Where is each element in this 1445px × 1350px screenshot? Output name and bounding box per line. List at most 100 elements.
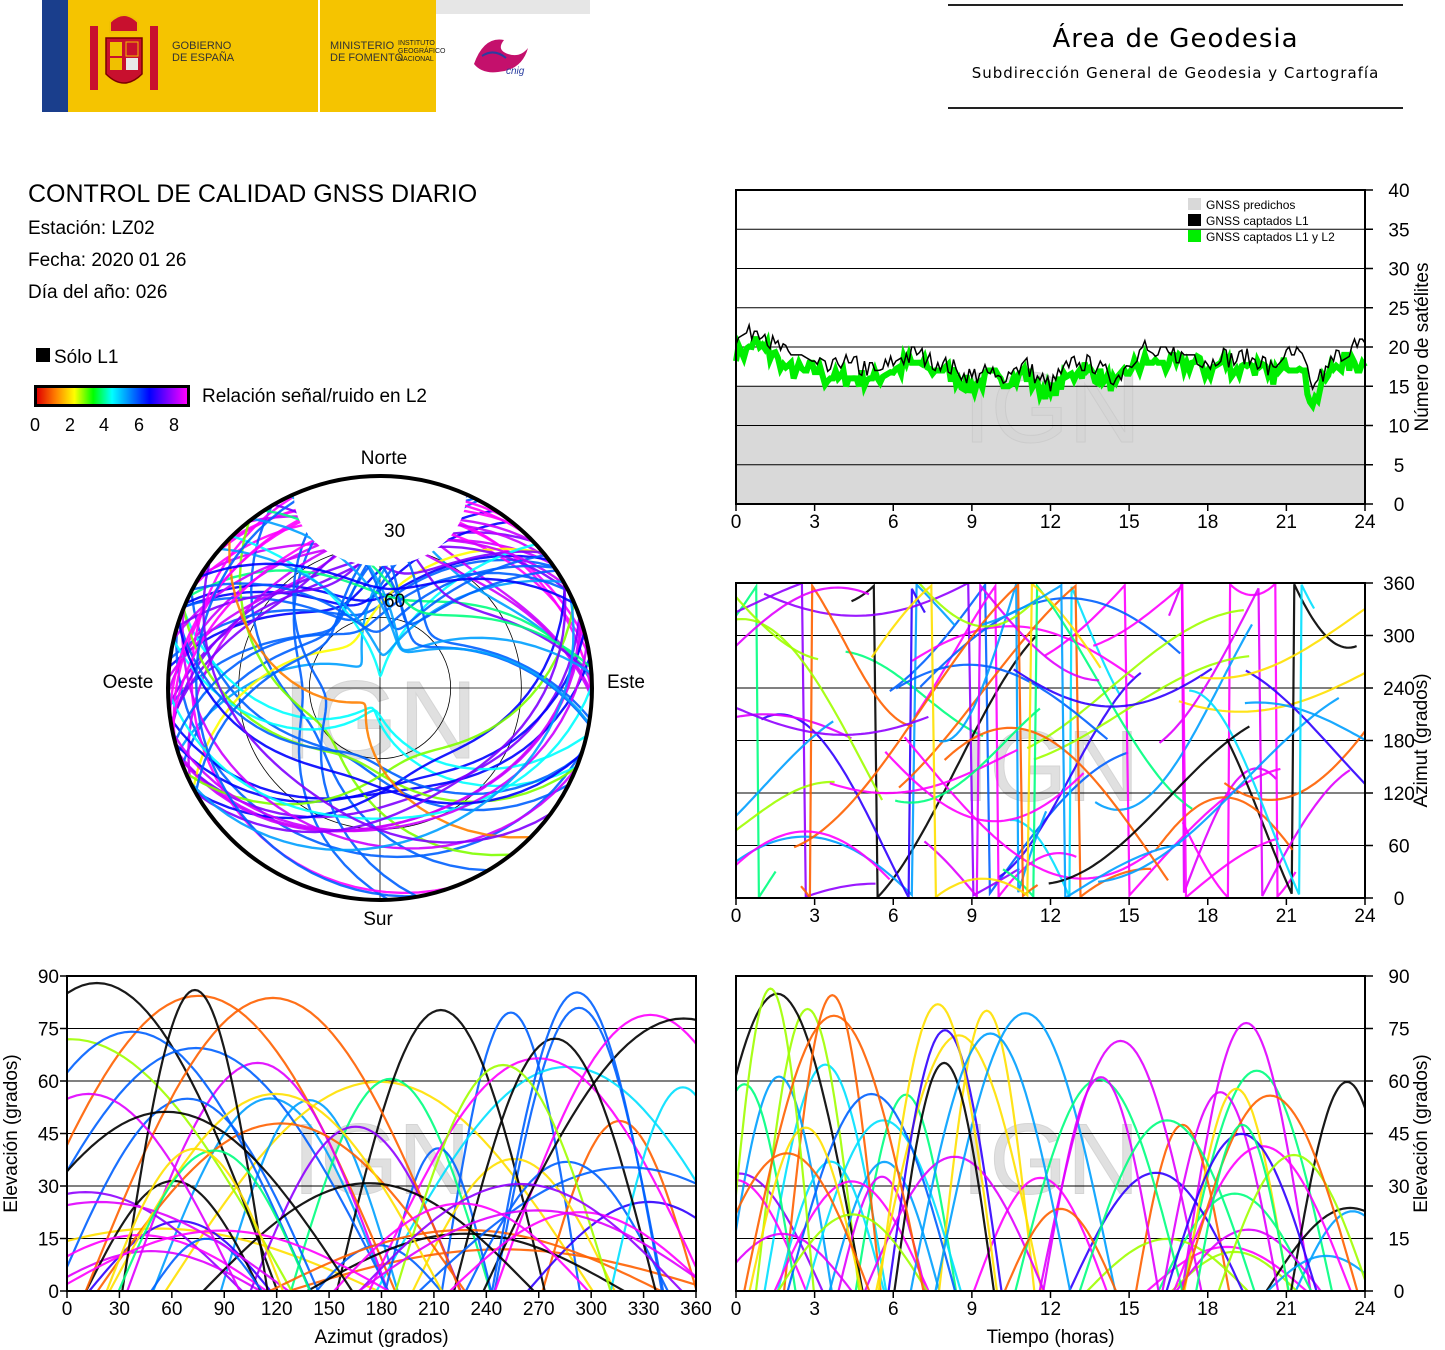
- satellite-track: [875, 1034, 1043, 1291]
- satellite-track: [152, 1097, 388, 1291]
- coat-of-arms-icon: [90, 14, 158, 90]
- ministerio-text: MINISTERIO DE FOMENTO: [330, 40, 404, 64]
- date-label: Fecha: 2020 01 26: [28, 250, 187, 271]
- y-tick-label: 60: [38, 1072, 59, 1093]
- x-tick-label: 330: [628, 1299, 660, 1320]
- x-tick-label: 270: [523, 1299, 555, 1320]
- satellite-track: [804, 1119, 962, 1291]
- satellite-track: [126, 1061, 389, 1291]
- legend-swatch: [1188, 214, 1201, 226]
- satellite-track: [1094, 623, 1253, 811]
- x-tick-label: 0: [731, 512, 742, 533]
- x-tick-label: 15: [1119, 906, 1140, 927]
- x-axis-label: Tiempo (horas): [986, 1327, 1114, 1348]
- snr-tick-8: 8: [168, 415, 179, 435]
- plot-frame: [735, 582, 1366, 899]
- satellite-track: [877, 1003, 998, 1291]
- y-tick-label: 90: [38, 967, 59, 988]
- satellite-track: [453, 1037, 657, 1291]
- plot-frame: [66, 975, 697, 1292]
- y-tick-label: 0: [48, 1282, 59, 1303]
- x-tick-label: 18: [1197, 512, 1218, 533]
- ring-label-60: 60: [384, 591, 405, 612]
- x-tick-label: 210: [418, 1299, 450, 1320]
- satellite-track: [173, 571, 569, 743]
- satellite-tracks: [736, 987, 1365, 1291]
- x-tick-label: 0: [731, 1299, 742, 1320]
- legend-swatch: [1188, 230, 1201, 242]
- satellite-track: [289, 1077, 492, 1291]
- satellite-track: [736, 1178, 808, 1291]
- x-tick-label: 6: [888, 1299, 899, 1320]
- satellite-track: [748, 1126, 863, 1291]
- y-tick-label: 0: [1394, 1282, 1405, 1303]
- satellite-track: [172, 639, 588, 771]
- y-tick-label: 45: [1388, 1125, 1409, 1146]
- satellite-track: [736, 706, 929, 736]
- y-tick-label: 90: [1388, 967, 1409, 988]
- area-subtitle: Subdirección General de Geodesia y Carto…: [971, 64, 1380, 82]
- satellite-track: [1043, 583, 1281, 898]
- satellite-track: [736, 583, 876, 898]
- north-gap: [294, 476, 466, 566]
- cnig-logo-icon: cnig: [474, 39, 528, 77]
- satellite-track: [1003, 1207, 1118, 1291]
- y-tick-label: 75: [38, 1020, 59, 1041]
- satellite-track: [1171, 1250, 1298, 1291]
- x-tick-label: 9: [967, 512, 978, 533]
- legend-label: GNSS captados L1: [1206, 214, 1309, 228]
- snr-colorbar: [34, 385, 190, 407]
- satellite-track: [887, 1029, 1003, 1291]
- satellite-track: [171, 642, 589, 833]
- satellite-track: [170, 545, 570, 728]
- ring-label-30: 30: [384, 521, 405, 542]
- x-tick-label: 21: [1276, 1299, 1297, 1320]
- y-axis-label: Azimut (grados): [1411, 673, 1432, 807]
- satellite-track: [1135, 1123, 1231, 1291]
- y-tick-label: 300: [1383, 627, 1415, 648]
- satellite-track: [67, 1190, 243, 1291]
- y-tick-label: 30: [1388, 1177, 1409, 1198]
- x-tick-label: 12: [1040, 1299, 1061, 1320]
- header-grey-strip: [436, 0, 590, 14]
- elevation-azimuth-chart: IGN 0 15 30 45 60 75 90 0 30 60 90 120 150 180 210 240 27…: [1, 967, 712, 1348]
- satellite-track: [943, 726, 1169, 882]
- satellite-track: [194, 478, 422, 898]
- satellite-track: [786, 1092, 957, 1291]
- y-tick-label: 180: [1383, 732, 1415, 753]
- x-tick-label: 24: [1354, 1299, 1376, 1320]
- satellite-track: [249, 505, 489, 872]
- satellite-track: [981, 583, 1181, 898]
- y-tick-label: 45: [38, 1125, 59, 1146]
- satellite-track: [84, 996, 462, 1291]
- x-tick-label: 15: [1119, 1299, 1140, 1320]
- satellite-track: [411, 1157, 616, 1291]
- y-axis-label: Elevación (grados): [1411, 1054, 1432, 1212]
- y-tick-label: 30: [1388, 260, 1409, 281]
- y-tick-label: 15: [1388, 377, 1409, 398]
- satellite-track: [889, 583, 1129, 897]
- satellite-count-chart: IGN 0 5 10 15 20 25 30 35 40 0 3 6 9 12 15 18 21 24 GNSS pr…: [731, 181, 1433, 533]
- satellite-track: [1175, 1228, 1322, 1291]
- instituto-text: INSTITUTO GEOGRÁFICO NACIONAL: [398, 40, 446, 63]
- satellite-track: [793, 583, 1039, 898]
- y-tick-label: 0: [1394, 495, 1405, 516]
- satellite-track: [1245, 669, 1365, 786]
- satellite-track: [199, 562, 575, 605]
- y-tick-label: 60: [1388, 1072, 1409, 1093]
- x-tick-label: 90: [214, 1299, 235, 1320]
- legend-l1-only: Sólo L1: [36, 347, 118, 369]
- satellite-track: [67, 981, 279, 1291]
- satellite-tracks: [736, 583, 1365, 898]
- y-tick-label: 30: [38, 1177, 59, 1198]
- satellite-track: [1097, 696, 1340, 883]
- satellite-track: [851, 583, 1039, 898]
- satellite-track: [736, 595, 819, 661]
- x-axis-label: Azimut (grados): [314, 1327, 448, 1348]
- y-tick-label: 360: [1383, 574, 1415, 595]
- satellite-track: [736, 617, 884, 801]
- satellite-track: [67, 1200, 290, 1291]
- y-tick-label: 35: [1388, 220, 1409, 241]
